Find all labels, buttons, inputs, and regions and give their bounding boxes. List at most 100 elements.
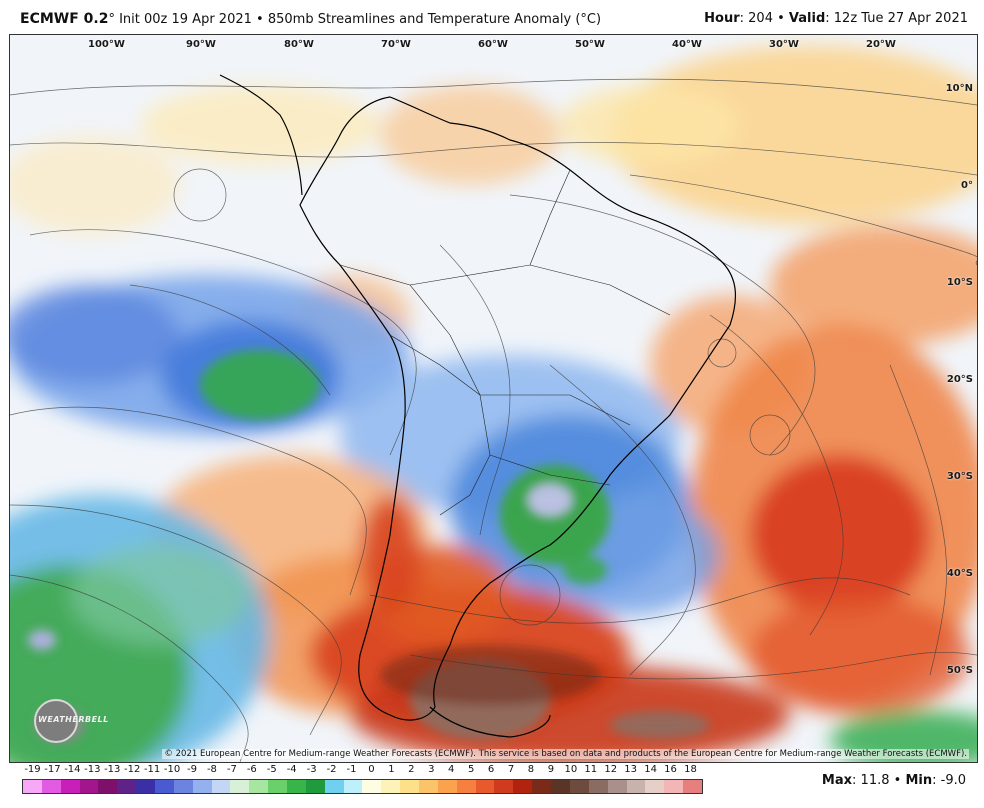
bullet-separator-2: •: [777, 11, 785, 26]
legend-tick-label: 4: [448, 764, 455, 775]
legend-tick-label: 14: [644, 764, 657, 775]
latitude-label: 50°S: [946, 665, 973, 676]
legend-swatch: [136, 780, 156, 793]
legend-swatch: [79, 780, 99, 793]
legend-swatch: [437, 780, 457, 793]
product-name: 850mb Streamlines and Temperature Anomal…: [267, 12, 602, 27]
legend-tick-label: 16: [664, 764, 677, 775]
legend-swatch: [381, 780, 401, 793]
legend-swatch: [343, 780, 363, 793]
legend-tick-label: -10: [163, 764, 181, 775]
legend-swatch: [249, 780, 269, 793]
bullet-separator: •: [256, 12, 264, 27]
legend-swatch: [588, 780, 608, 793]
legend-swatch: [305, 780, 325, 793]
legend-tick-label: 1: [388, 764, 395, 775]
legend-tick-label: -8: [206, 764, 217, 775]
legend-tick-label: 0: [368, 764, 375, 775]
legend-tick-label: 11: [584, 764, 598, 775]
legend-swatch: [60, 780, 80, 793]
latitude-label: 10°N: [945, 83, 973, 94]
hour-value: : 204: [739, 11, 773, 26]
legend-swatch: [324, 780, 344, 793]
legend-tick-label: -7: [226, 764, 237, 775]
logo-circle: [34, 699, 78, 743]
legend-swatch: [645, 780, 665, 793]
legend-tick-label: 13: [624, 764, 638, 775]
legend-tick-label: -6: [246, 764, 257, 775]
legend-color-bar: [22, 779, 703, 794]
latitude-label: 20°S: [946, 374, 973, 385]
header-valid-time: Hour: 204 • Valid: 12z Tue 27 Apr 2021: [704, 11, 968, 26]
legend-tick-label: -19: [24, 764, 41, 775]
legend-tick-label: -13: [104, 764, 121, 775]
legend-swatch: [664, 780, 684, 793]
legend-tick-label: -4: [286, 764, 297, 775]
legend-swatch: [475, 780, 495, 793]
legend-swatch: [551, 780, 570, 793]
legend-swatch: [456, 780, 476, 793]
legend-swatch: [230, 780, 250, 793]
stats-bullet: •: [893, 773, 902, 788]
legend-tick-label: 8: [527, 764, 535, 775]
longitude-label: 70°W: [381, 39, 411, 50]
weatherbell-logo-icon: WEATHERBELL: [24, 695, 108, 743]
legend-swatch: [513, 780, 533, 793]
map-canvas: [10, 35, 977, 762]
legend-swatch: [287, 780, 306, 793]
legend-tick-label: -2: [326, 764, 337, 775]
longitude-label: 50°W: [575, 39, 605, 50]
valid-value: : 12z Tue 27 Apr 2021: [825, 11, 968, 26]
legend-tick-label: 9: [547, 764, 555, 775]
legend-tick-label: 12: [604, 764, 618, 775]
legend-swatch: [494, 780, 514, 793]
color-legend: -19 -17 -14 -13 -13 -12 -11 -10 -9 -8 -7 -6 -5 -4 -3 -2…: [22, 764, 703, 794]
legend-labels: -19 -17 -14 -13 -13 -12 -11 -10 -9 -8 -7 -6 -5 -4 -3 -2…: [22, 764, 702, 777]
legend-swatch: [23, 780, 42, 793]
legend-tick-label: 18: [684, 764, 697, 775]
hour-label: Hour: [704, 11, 740, 26]
max-value: : 11.8: [852, 773, 890, 788]
legend-tick-label: -3: [306, 764, 317, 775]
legend-swatch: [362, 780, 382, 793]
init-time: Init 00z 19 Apr 2021: [119, 12, 252, 27]
min-value: : -9.0: [932, 773, 966, 788]
min-label: Min: [905, 773, 933, 788]
legend-tick-label: 5: [467, 764, 475, 775]
legend-swatch: [192, 780, 212, 793]
legend-swatch: [419, 780, 438, 793]
legend-tick-label: -14: [64, 764, 81, 775]
legend-tick-label: 7: [507, 764, 515, 775]
legend-tick-label: -11: [143, 764, 161, 775]
temperature-anomaly-map: 100°W 90°W 80°W 70°W 60°W 50°W 40°W 30°W…: [9, 34, 978, 763]
anomaly-cores: [28, 350, 710, 743]
valid-label: Valid: [788, 11, 826, 26]
coastlines: [219, 74, 737, 738]
copyright-notice: © 2021 European Centre for Medium-range …: [162, 749, 969, 759]
legend-tick-label: 6: [487, 764, 495, 775]
legend-swatch: [98, 780, 118, 793]
degree-symbol: °: [108, 12, 115, 27]
longitude-label: 40°W: [672, 39, 702, 50]
legend-swatch: [400, 780, 420, 793]
legend-tick-label: 2: [408, 764, 415, 775]
legend-swatch: [155, 780, 174, 793]
legend-swatch: [211, 780, 231, 793]
map-header: ECMWF 0.2° Init 00z 19 Apr 2021 • 850mb …: [0, 0, 984, 34]
longitude-label: 90°W: [186, 39, 216, 50]
legend-tick-label: 10: [564, 764, 578, 775]
longitude-label: 80°W: [284, 39, 314, 50]
streamlines: [10, 78, 977, 762]
longitude-label: 30°W: [769, 39, 799, 50]
legend-tick-label: -5: [266, 764, 277, 775]
model-name: ECMWF 0.2: [20, 11, 109, 27]
legend-swatch: [268, 780, 288, 793]
header-title: ECMWF 0.2° Init 00z 19 Apr 2021 • 850mb …: [20, 11, 601, 27]
max-min-stats: Max: 11.8 • Min: -9.0: [822, 773, 966, 788]
legend-swatch: [532, 780, 552, 793]
legend-tick-label: -9: [187, 764, 197, 775]
legend-swatch: [173, 780, 193, 793]
legend-tick-label: 3: [428, 764, 435, 775]
legend-tick-label: -17: [44, 764, 61, 775]
latitude-label: 10°S: [946, 277, 973, 288]
